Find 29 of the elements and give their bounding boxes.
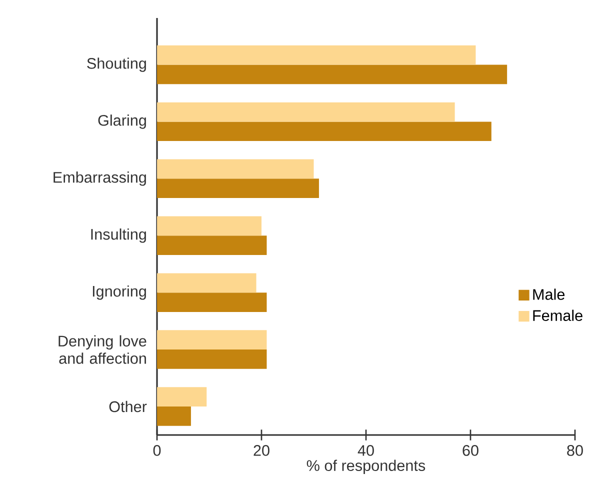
legend-label: Female (533, 310, 582, 321)
legend-label: Male (533, 288, 565, 300)
bar (157, 45, 476, 65)
x-tick-label: 60 (462, 445, 478, 456)
bar (157, 292, 267, 312)
x-tick-label: 0 (153, 445, 161, 456)
bar (157, 236, 267, 255)
x-tick-label: 80 (567, 445, 583, 456)
x-tick-label: 40 (358, 445, 374, 456)
x-tick-label: 20 (254, 445, 270, 456)
y-tick-label: Ignoring (92, 285, 146, 300)
bar (157, 330, 267, 350)
y-tick-label: Insulting (91, 228, 146, 243)
bar (157, 406, 191, 426)
bar (157, 178, 319, 198)
y-tick-label: Shouting (87, 58, 146, 72)
bar (157, 159, 314, 179)
bar (157, 350, 267, 369)
bar (157, 64, 508, 84)
bar (157, 216, 262, 236)
bar (157, 102, 455, 122)
x-axis-title: % of respondents (306, 460, 426, 474)
bar (157, 387, 207, 407)
y-tick-label: Other (109, 400, 147, 412)
y-tick-label: Denying love and affection (58, 335, 146, 364)
y-tick-label: Embarrassing (54, 172, 146, 186)
bar (157, 273, 256, 293)
y-tick-label: Glaring (98, 114, 146, 129)
bar (157, 122, 492, 142)
